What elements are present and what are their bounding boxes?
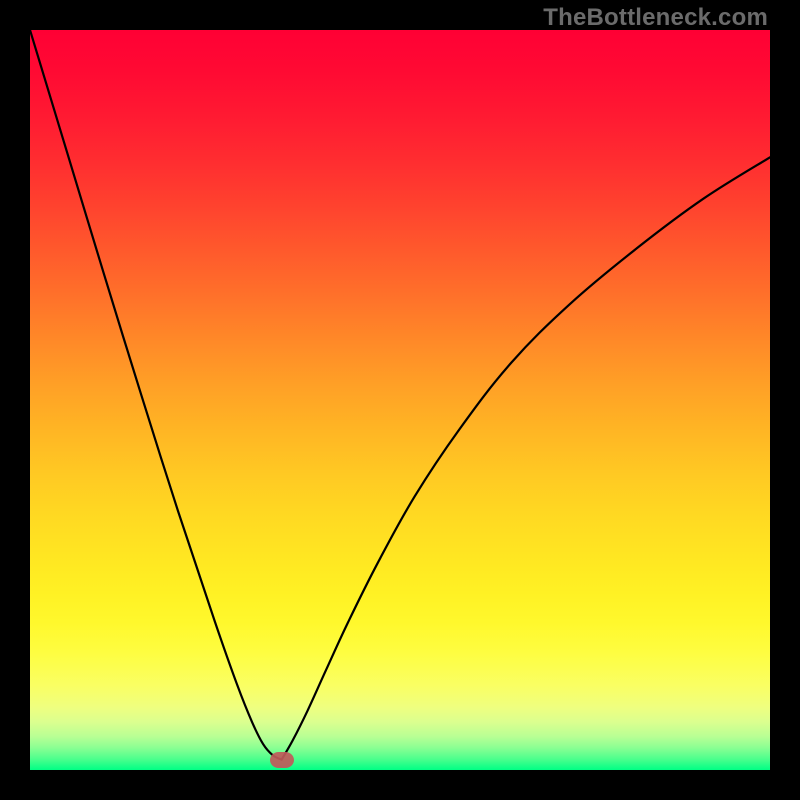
bottleneck-curve	[30, 30, 770, 770]
vertex-marker	[270, 752, 294, 768]
watermark-text: TheBottleneck.com	[543, 4, 768, 32]
plot-area	[30, 30, 770, 770]
chart-frame: TheBottleneck.com	[0, 0, 800, 800]
